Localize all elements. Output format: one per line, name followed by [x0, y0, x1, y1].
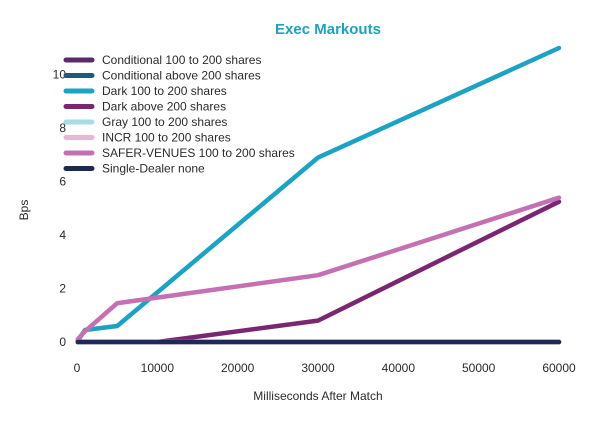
y-tick-label: 10 — [53, 68, 67, 82]
plot-lines — [75, 45, 562, 345]
x-tick-label: 10000 — [141, 361, 175, 375]
y-tick-label: 4 — [59, 228, 66, 242]
legend-label: INCR 100 to 200 shares — [102, 131, 231, 145]
y-tick-label: 6 — [59, 175, 66, 189]
legend-label: SAFER-VENUES 100 to 200 shares — [102, 146, 295, 160]
legend-label: Conditional above 200 shares — [102, 69, 261, 83]
y-tick-label: 2 — [59, 282, 66, 296]
legend-label: Single-Dealer none — [102, 162, 205, 176]
x-tick-label: 50000 — [462, 361, 496, 375]
legend-label: Dark 100 to 200 shares — [102, 84, 227, 98]
x-tick-label: 30000 — [301, 361, 335, 375]
x-axis-ticks: 0 10000 20000 30000 40000 50000 60000 — [74, 361, 576, 375]
chart-title: Exec Markouts — [275, 21, 381, 38]
legend-label: Gray 100 to 200 shares — [102, 115, 227, 129]
legend-label: Conditional 100 to 200 shares — [102, 53, 261, 67]
y-tick-label: 0 — [59, 335, 66, 349]
y-axis-ticks: 0 2 4 6 8 10 — [53, 68, 67, 349]
legend-label: Dark above 200 shares — [102, 100, 226, 114]
x-tick-label: 60000 — [542, 361, 576, 375]
x-tick-label: 40000 — [382, 361, 416, 375]
series-line-7 — [75, 195, 562, 342]
x-tick-label: 20000 — [221, 361, 255, 375]
y-tick-label: 8 — [59, 121, 66, 135]
y-axis-label: Bps — [17, 200, 31, 221]
x-axis-label: Milliseconds After Match — [253, 389, 382, 403]
x-tick-label: 0 — [74, 361, 81, 375]
legend: Conditional 100 to 200 shares Conditional… — [63, 53, 295, 176]
